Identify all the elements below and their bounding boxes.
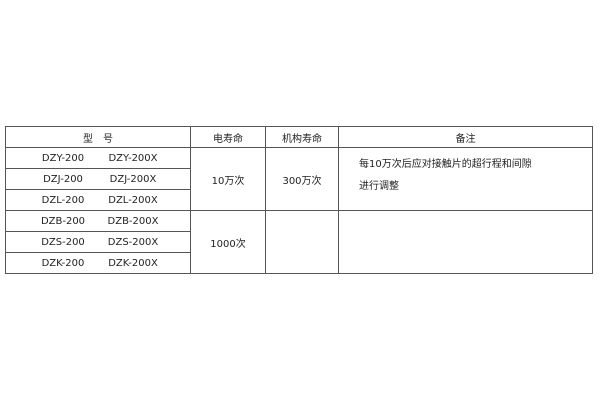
model-a: DZJ-200 (43, 173, 83, 185)
model-b: DZY-200X (108, 152, 158, 164)
model-a: DZY-200 (41, 152, 85, 164)
header-mechanical-life: 机构寿命 (265, 126, 339, 148)
electrical-life-cell: 1000次 (190, 210, 266, 274)
model-a: DZL-200 (41, 194, 85, 206)
model-cell: DZK-200 DZK-200X (5, 252, 191, 274)
header-notes: 备注 (338, 126, 593, 148)
mechanical-life-cell (265, 210, 339, 274)
model-cell: DZY-200 DZY-200X (5, 147, 191, 169)
table-row: DZY-200 DZY-200X 10万次 300万次 每10万次后应对接触片的超… (5, 147, 593, 211)
model-b: DZL-200X (108, 194, 158, 206)
model-cell: DZL-200 DZL-200X (5, 189, 191, 211)
model-cell: DZS-200 DZS-200X (5, 231, 191, 253)
model-b: DZK-200X (108, 257, 158, 269)
model-a: DZB-200 (40, 215, 86, 227)
model-b: DZB-200X (107, 215, 159, 227)
model-a: DZK-200 (41, 257, 85, 269)
mechanical-life-cell: 300万次 (265, 147, 339, 211)
note-cell (338, 210, 593, 274)
table-row: DZB-200 DZB-200X 1000次 (5, 210, 593, 274)
model-cell: DZB-200 DZB-200X (5, 210, 191, 232)
header-row: 型 号 电寿命 机构寿命 备注 (5, 126, 593, 148)
table-row: DZK-200 DZK-200X (5, 252, 593, 274)
header-model: 型 号 (5, 126, 191, 148)
model-cell: DZJ-200 DZJ-200X (5, 168, 191, 190)
model-b: DZJ-200X (109, 173, 157, 185)
note-line: 进行调整 (359, 181, 399, 192)
model-b: DZS-200X (107, 236, 159, 248)
note-cell: 每10万次后应对接触片的超行程和间隙 进行调整 (338, 147, 593, 211)
header-electrical-life: 电寿命 (190, 126, 266, 148)
lifespan-table: 型 号 电寿命 机构寿命 备注 DZY-200 DZY-200X 10万次 300… (5, 126, 593, 274)
note-line: 每10万次后应对接触片的超行程和间隙 (359, 159, 532, 170)
electrical-life-cell: 10万次 (190, 147, 266, 211)
model-a: DZS-200 (41, 236, 85, 248)
